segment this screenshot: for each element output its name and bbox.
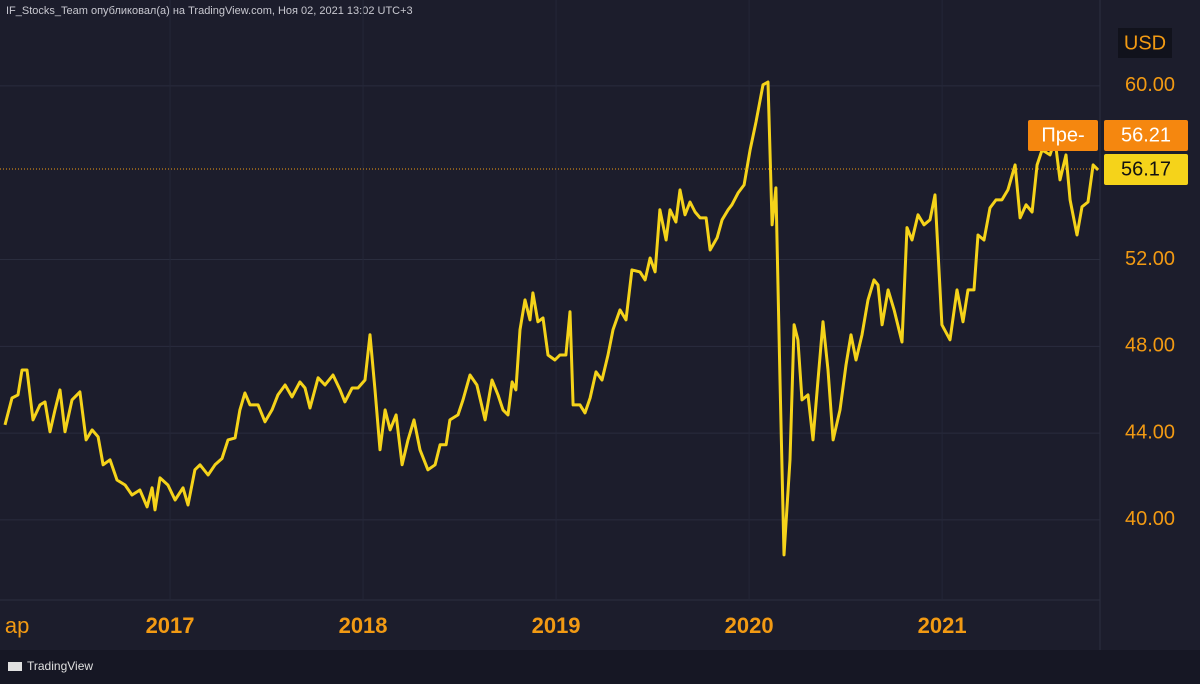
y-tick-label: 48.00 xyxy=(1125,335,1175,357)
y-tick-label: 44.00 xyxy=(1125,421,1175,443)
chart-title: IF_Stocks_Team опубликовал(а) на Trading… xyxy=(6,5,413,17)
logo-icon xyxy=(8,662,22,671)
x-tick-label: 2021 xyxy=(918,613,967,638)
y-unit: USD xyxy=(1124,32,1166,54)
source: TradingView xyxy=(27,659,93,673)
logo xyxy=(8,662,22,671)
y-tick-label: 60.00 xyxy=(1125,74,1175,96)
last-price-label: 56.17 xyxy=(1121,158,1171,180)
x-tick-label: 2019 xyxy=(532,613,581,638)
x-tick-label: ap xyxy=(5,613,29,638)
footer-bar xyxy=(0,650,1200,684)
prev-close-tag xyxy=(1028,120,1098,152)
x-tick-label: 2018 xyxy=(339,613,388,638)
x-tick-label: 2020 xyxy=(725,613,774,638)
prev-close-label: Пре- xyxy=(1041,124,1084,146)
y-tick-label: 52.00 xyxy=(1125,248,1175,270)
prev-close-box xyxy=(1104,120,1188,152)
x-tick-label: 2017 xyxy=(146,613,195,638)
unit-box xyxy=(1118,28,1172,58)
y-tick-label: 40.00 xyxy=(1125,508,1175,530)
price-line xyxy=(3,80,1100,557)
last-price-box xyxy=(1104,154,1188,186)
prev-close-value: 56.21 xyxy=(1121,124,1171,146)
